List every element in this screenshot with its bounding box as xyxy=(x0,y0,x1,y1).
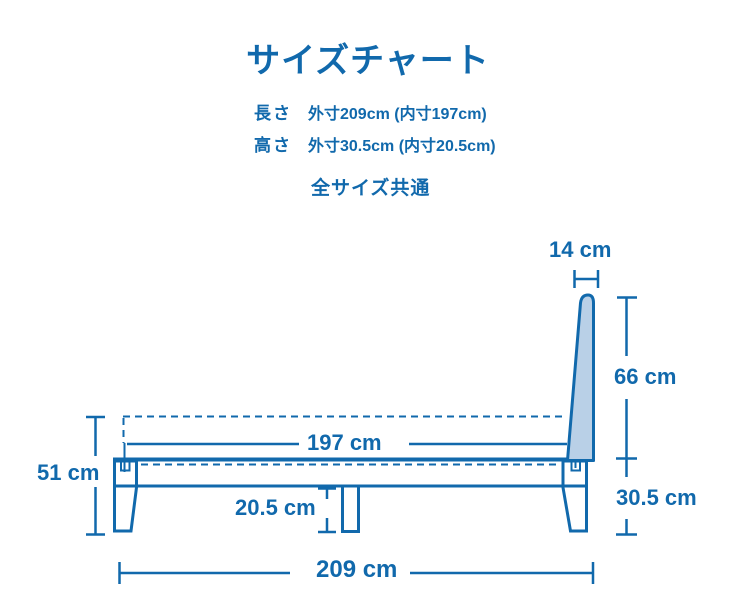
measure-66-305-line xyxy=(616,296,637,536)
spec-length-label: 長さ xyxy=(254,104,292,123)
bed-middle-leg xyxy=(341,484,360,533)
page-title: サイズチャート xyxy=(246,42,490,80)
measure-51-line xyxy=(86,415,105,536)
label-under-clearance: 20.5 cm xyxy=(235,495,316,520)
spec-height-value: 外寸30.5cm (内寸20.5cm) xyxy=(308,138,496,155)
right-notch xyxy=(570,461,581,472)
spec-height-label: 高さ xyxy=(254,136,292,155)
headboard xyxy=(566,293,595,462)
measure-209-line xyxy=(118,562,595,584)
label-overall-length: 209 cm xyxy=(316,556,398,583)
label-headboard-thickness: 14 cm xyxy=(549,237,612,262)
label-inner-length: 197 cm xyxy=(307,430,382,455)
label-frame-height: 30.5 cm xyxy=(616,485,697,510)
label-overall-height: 51 cm xyxy=(37,460,100,485)
label-headboard-height: 66 cm xyxy=(614,364,677,389)
measure-205-line xyxy=(318,487,336,534)
spec-length-value: 外寸209cm (内寸197cm) xyxy=(308,106,487,123)
measure-14-line xyxy=(573,270,600,288)
spec-note: 全サイズ共通 xyxy=(311,178,431,199)
